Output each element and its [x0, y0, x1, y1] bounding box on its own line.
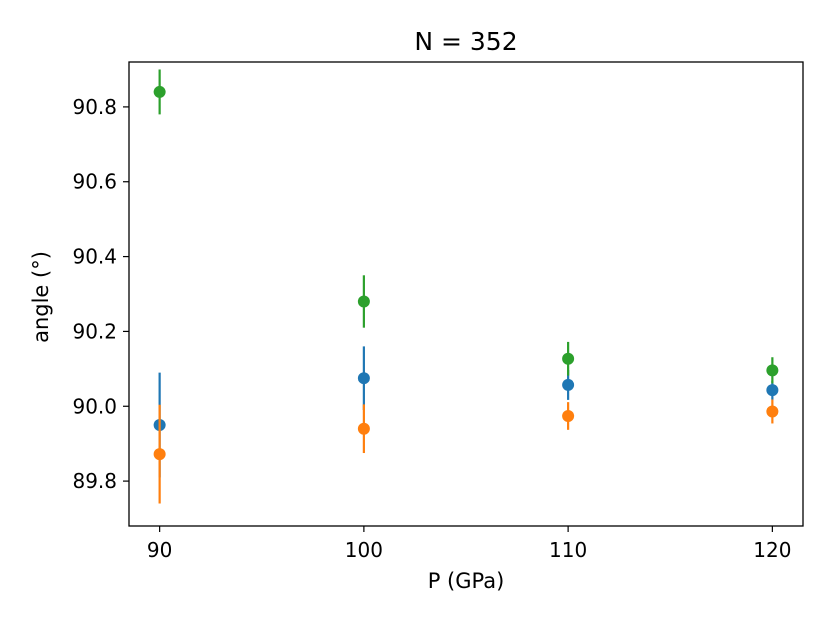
- y-tick-label: 90.2: [72, 319, 117, 343]
- y-tick-label: 89.8: [72, 469, 117, 493]
- y-tick-label: 90.8: [72, 95, 117, 119]
- plot-frame: [128, 61, 804, 527]
- y-tick-label: 90.0: [72, 394, 117, 418]
- data-point: [562, 352, 575, 365]
- data-point: [562, 409, 575, 422]
- x-tick-label: 110: [549, 538, 587, 562]
- y-tick-label: 90.4: [72, 245, 117, 269]
- data-point: [153, 448, 166, 461]
- x-axis-label: P (GPa): [428, 569, 505, 593]
- x-tick-label: 120: [753, 538, 791, 562]
- x-tick-label: 90: [147, 538, 172, 562]
- data-point: [357, 372, 370, 385]
- x-tick-label: 100: [345, 538, 383, 562]
- data-point: [562, 378, 575, 391]
- series-2: [153, 399, 779, 504]
- x-axis-ticks: 90 100 110 120: [147, 526, 791, 562]
- y-axis-ticks: 89.8 90.0 90.2 90.4 90.6 90.8: [72, 95, 129, 493]
- data-point: [766, 405, 779, 418]
- series-3: [153, 69, 779, 384]
- data-point: [357, 295, 370, 308]
- data-point: [153, 85, 166, 98]
- data-point: [357, 422, 370, 435]
- data-point: [766, 364, 779, 377]
- y-tick-label: 90.6: [72, 170, 117, 194]
- chart-title: N = 352: [414, 27, 517, 56]
- data-point: [766, 384, 779, 397]
- y-axis-label: angle (°): [29, 251, 53, 343]
- plot-marks: [153, 69, 779, 504]
- series-1: [153, 346, 779, 478]
